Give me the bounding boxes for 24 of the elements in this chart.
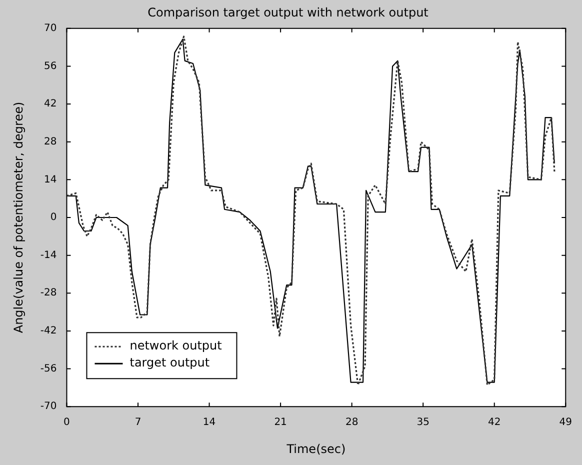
x-tick-label: 7 bbox=[134, 417, 142, 428]
y-tick-label: 56 bbox=[44, 60, 57, 72]
y-tick-label: 28 bbox=[44, 136, 57, 148]
y-tick-label: 42 bbox=[44, 98, 57, 110]
y-tick-label: -42 bbox=[40, 326, 57, 337]
y-tick-label: 70 bbox=[44, 22, 57, 34]
x-tick-label: 28 bbox=[345, 417, 358, 428]
x-tick-label: 21 bbox=[274, 417, 287, 428]
y-tick-label: -56 bbox=[40, 363, 57, 374]
chart-title: Comparison target output with network output bbox=[148, 5, 429, 20]
x-axis-title: Time(sec) bbox=[286, 442, 346, 456]
y-axis-title: Angle(value of potentiometer, degree) bbox=[11, 102, 26, 334]
y-tick-label: -28 bbox=[40, 288, 57, 299]
legend-label: network output bbox=[130, 338, 222, 353]
y-tick-label: 14 bbox=[44, 174, 57, 186]
x-tick-label: 14 bbox=[202, 417, 216, 428]
y-tick-label: -70 bbox=[40, 401, 57, 412]
y-tick-label: 0 bbox=[50, 212, 57, 224]
x-tick-label: 0 bbox=[64, 417, 70, 428]
x-tick-label: 35 bbox=[416, 417, 430, 428]
x-tick-label: 49 bbox=[559, 417, 572, 428]
x-tick-label: 42 bbox=[488, 417, 501, 428]
y-tick-label: -14 bbox=[40, 250, 57, 261]
legend-label: target output bbox=[130, 356, 210, 370]
